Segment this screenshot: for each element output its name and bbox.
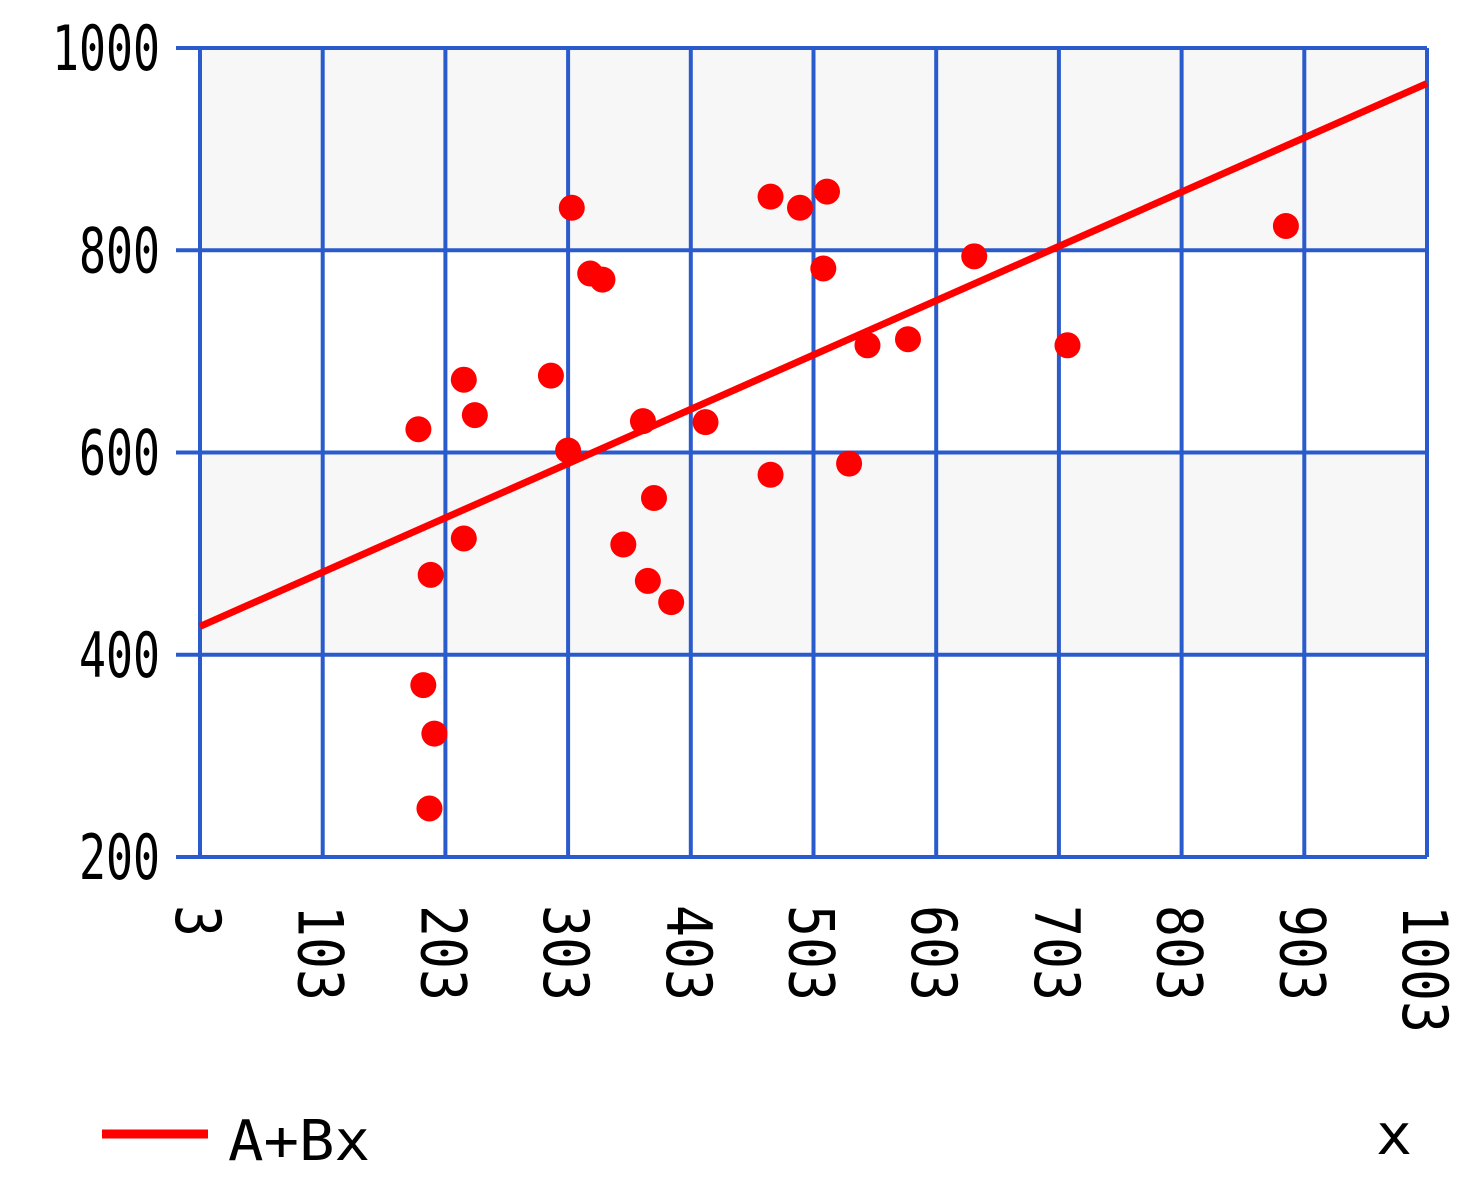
data-point	[461, 402, 488, 429]
y-tick-label: 600	[79, 417, 160, 490]
data-point	[405, 416, 432, 443]
data-point	[894, 326, 921, 353]
data-point	[854, 332, 881, 359]
fit-line	[198, 80, 1429, 630]
legend: A+Bx	[102, 1109, 370, 1174]
x-tick-label: 703	[1020, 905, 1093, 1001]
y-tick-label: 200	[79, 821, 160, 894]
grid	[176, 46, 1429, 859]
y-tick-label: 800	[79, 214, 160, 287]
data-point	[757, 183, 784, 210]
data-point	[421, 720, 448, 747]
data-point	[558, 194, 585, 221]
data-point	[692, 409, 719, 436]
x-tick-label: 603	[897, 905, 970, 1001]
data-point	[417, 561, 444, 588]
data-point	[450, 525, 477, 552]
data-point	[537, 362, 564, 389]
data-point	[810, 255, 837, 282]
data-point	[961, 243, 988, 270]
x-tick-label: 503	[775, 905, 848, 1001]
data-point	[658, 589, 685, 616]
data-point	[450, 366, 477, 393]
x-tick-label: 803	[1143, 905, 1216, 1001]
data-point	[555, 437, 582, 464]
data-point	[416, 795, 443, 822]
data-point	[629, 408, 656, 435]
data-point	[813, 178, 840, 205]
data-point	[634, 567, 661, 594]
x-tick-label: 903	[1265, 905, 1338, 1001]
y-tick-label: 400	[79, 619, 160, 692]
data-point	[610, 531, 637, 558]
fit-lines	[198, 80, 1429, 630]
y-tick-label: 1000	[52, 12, 160, 85]
x-tick-label: 403	[652, 905, 725, 1001]
data-point	[836, 450, 863, 477]
y-axis-ticks: 200 400 600 800 1000	[52, 12, 160, 894]
legend-label: A+Bx	[228, 1109, 370, 1174]
x-axis-label: x	[1376, 1103, 1412, 1168]
x-tick-label: 303	[529, 905, 602, 1001]
x-tick-label: 103	[284, 905, 357, 1001]
data-point	[640, 485, 667, 512]
data-point	[757, 461, 784, 488]
x-tick-label: 203	[406, 905, 479, 1001]
data-point	[787, 194, 814, 221]
data-point	[410, 672, 437, 699]
x-axis-ticks: 3 103 203 303 403 503 603 703 803 903 1003	[161, 905, 1461, 1033]
data-points	[405, 178, 1299, 822]
data-point	[1054, 332, 1081, 359]
data-point	[1272, 212, 1299, 239]
x-tick-label: 1003	[1388, 905, 1461, 1033]
x-tick-label: 3	[161, 905, 234, 937]
data-point	[589, 266, 616, 293]
